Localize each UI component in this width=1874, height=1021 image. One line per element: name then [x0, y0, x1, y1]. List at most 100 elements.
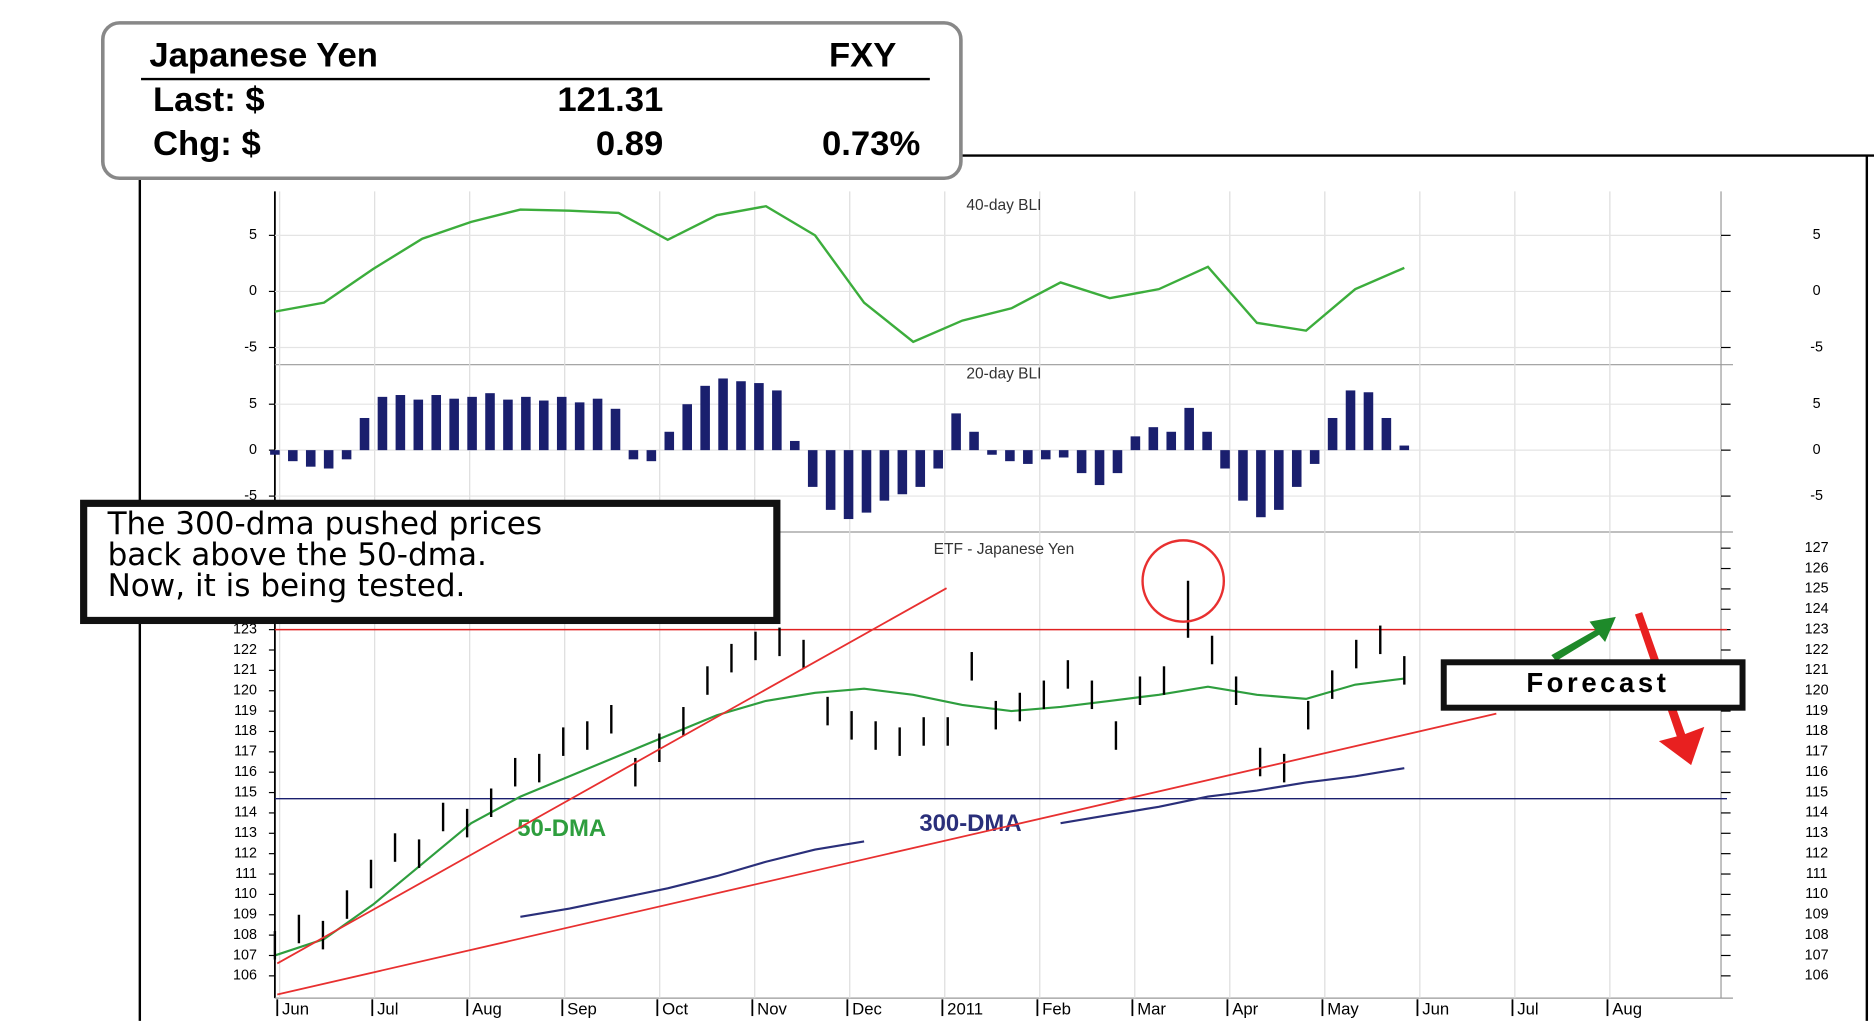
- bli-bar: [879, 450, 890, 501]
- y-tick-label: 107: [233, 947, 257, 963]
- bli-bar: [1058, 450, 1069, 458]
- x-tick-label: Jun: [282, 999, 309, 1018]
- bli-bar: [341, 450, 352, 460]
- y-tick-label: 122: [233, 642, 257, 658]
- bli-bar: [1166, 431, 1177, 451]
- x-tick-label: Aug: [1612, 999, 1642, 1018]
- y-tick-label-right: 122: [1805, 642, 1829, 658]
- y-tick-label-right: 109: [1805, 907, 1829, 923]
- bli-bar: [969, 431, 979, 451]
- x-tick-label: Mar: [1137, 999, 1166, 1018]
- bli-bar: [270, 450, 280, 455]
- bli-bar: [1094, 450, 1105, 486]
- bli-bar: [467, 396, 477, 451]
- annotation-box: [80, 499, 781, 625]
- bli-bar: [628, 450, 639, 460]
- bli-bar: [1291, 450, 1302, 487]
- x-tick-label: Nov: [757, 999, 787, 1018]
- x-tick-label: 2011: [947, 999, 983, 1018]
- down-arrow: [1634, 612, 1705, 766]
- bli-bar: [646, 450, 657, 462]
- bli-bar: [987, 450, 997, 455]
- y-tick-label: 109: [233, 907, 257, 923]
- y-tick-label: 119: [234, 703, 257, 719]
- y-tick-label: 0: [249, 283, 257, 299]
- bli-bar: [843, 450, 854, 520]
- bli-bar: [861, 450, 872, 513]
- bli-line: [274, 204, 1405, 344]
- y-tick-label-right: 113: [1805, 825, 1828, 841]
- y-tick-label-right: 5: [1813, 227, 1821, 243]
- bli-bar: [1220, 450, 1230, 469]
- y-tick-label: 116: [234, 764, 257, 780]
- y-tick-label-right: -5: [1810, 488, 1823, 504]
- x-tick-label: May: [1327, 999, 1359, 1018]
- bli-bar: [1345, 390, 1356, 451]
- bli-bar: [359, 417, 370, 451]
- y-tick-label: 113: [234, 825, 257, 841]
- panel-title: ETF - Japanese Yen: [934, 541, 1075, 558]
- x-tick-label: Jun: [1422, 999, 1449, 1018]
- bli-bar: [377, 396, 388, 451]
- y-tick-label-right: 120: [1805, 683, 1829, 699]
- bli-bar: [592, 398, 603, 451]
- y-tick-label-right: 119: [1805, 703, 1828, 719]
- y-tick-label-right: 114: [1805, 805, 1828, 821]
- bli-bar: [1148, 427, 1159, 451]
- change: 0.89: [596, 125, 663, 163]
- y-tick-label-right: 125: [1805, 581, 1829, 597]
- bli-bar: [1363, 392, 1374, 451]
- annotation-text: back above the 50-dma.: [108, 537, 487, 573]
- y-tick-label-right: -5: [1810, 339, 1823, 355]
- bli-bar: [449, 398, 459, 451]
- trend-line: [276, 587, 947, 965]
- change-label: Chg: $: [153, 125, 261, 163]
- bli-bar: [754, 383, 764, 451]
- bli-bar: [1202, 431, 1212, 451]
- bli-bar: [915, 450, 926, 487]
- y-tick-label-right: 108: [1805, 927, 1829, 943]
- forecast-label: Forecast: [1526, 667, 1669, 698]
- series-label: 300-DMA: [919, 810, 1021, 837]
- bli-bar: [1256, 450, 1266, 518]
- y-tick-label-right: 106: [1805, 968, 1829, 984]
- moving-average: [520, 767, 1405, 918]
- y-tick-label-right: 124: [1805, 601, 1829, 617]
- bli-bar: [610, 408, 621, 451]
- bli-bar: [682, 404, 692, 451]
- x-tick-label: Jul: [1517, 999, 1538, 1018]
- bli-bar: [431, 395, 442, 451]
- y-tick-label: 111: [235, 866, 257, 882]
- y-tick-label-right: 0: [1813, 283, 1821, 299]
- annotation-text: The 300-dma pushed prices: [107, 506, 543, 542]
- highlight-circle: [1141, 539, 1226, 623]
- y-tick-label-right: 111: [1806, 866, 1828, 882]
- bli-bar: [1238, 450, 1248, 501]
- plot-area: Jun Jul Aug Sep Oct Nov Dec 2011 Feb Mar Apr May Jun…: [233, 191, 1829, 1018]
- bli-bar: [718, 378, 728, 451]
- y-tick-label-right: 115: [1805, 784, 1828, 800]
- bli-bar: [305, 450, 316, 467]
- x-tick-label: Dec: [852, 999, 882, 1018]
- trend-line: [277, 712, 1497, 996]
- bli-bar: [772, 390, 782, 451]
- y-tick-label: 5: [249, 227, 257, 243]
- y-tick-label-right: 110: [1805, 886, 1828, 902]
- bli-bar: [1005, 450, 1015, 462]
- moving-average: [274, 677, 1405, 957]
- y-tick-label: 117: [234, 744, 257, 760]
- bli-bar: [700, 385, 710, 451]
- bli-bar: [789, 440, 800, 451]
- x-tick-label: Apr: [1232, 999, 1258, 1018]
- y-tick-label-right: 126: [1805, 560, 1829, 576]
- y-tick-label: 5: [249, 396, 257, 412]
- bli-bar: [503, 399, 513, 451]
- bli-bar: [539, 400, 549, 451]
- bli-bar: [897, 450, 908, 495]
- x-tick-label: Sep: [567, 999, 597, 1018]
- y-tick-label: 121: [233, 662, 257, 678]
- bli-bar: [664, 431, 675, 451]
- symbol: FXY: [829, 37, 896, 75]
